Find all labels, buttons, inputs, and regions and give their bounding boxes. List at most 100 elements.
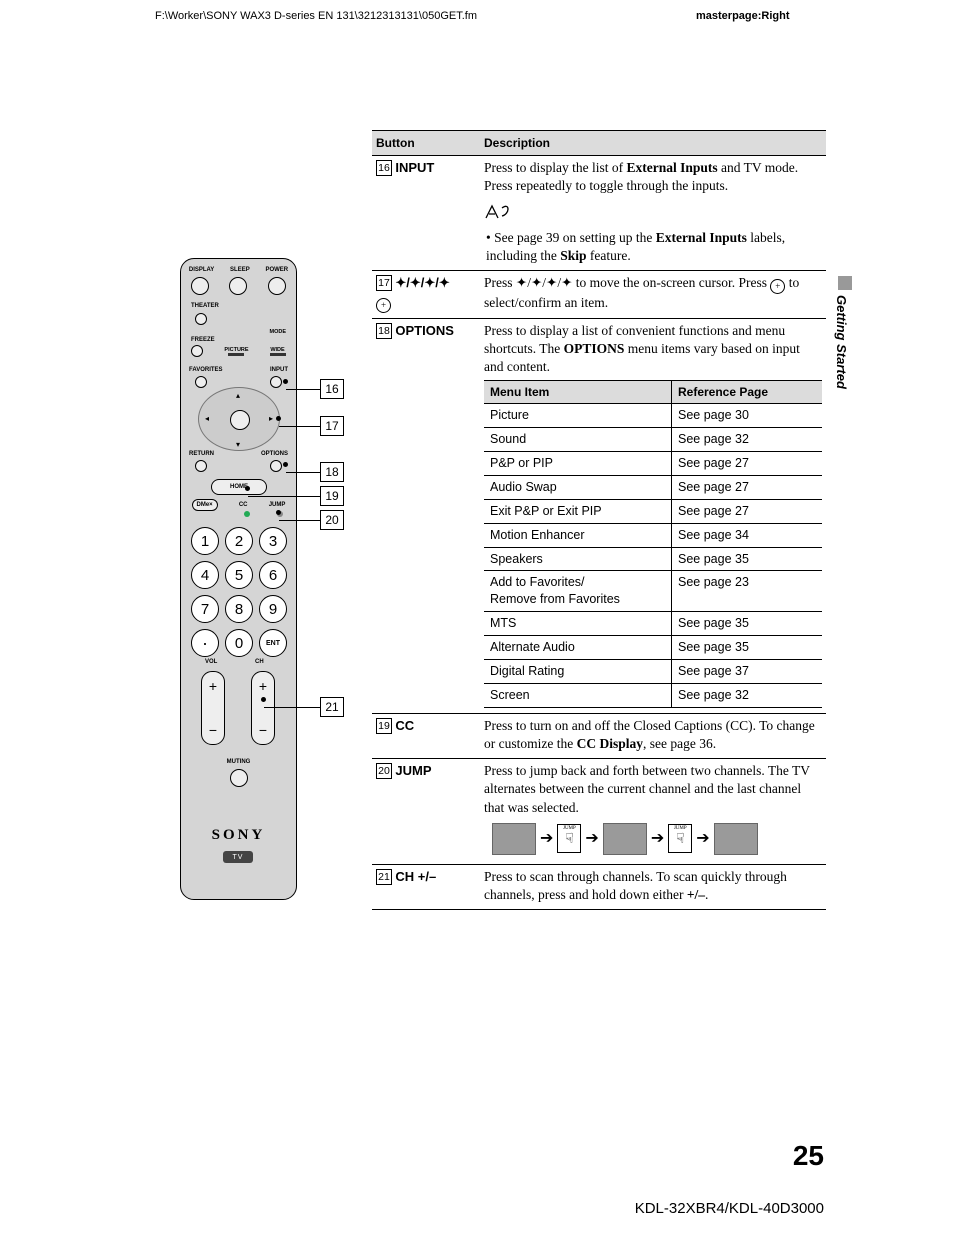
wide-button: [270, 353, 286, 356]
label-input: INPUT: [270, 367, 288, 373]
theater-button: [195, 313, 207, 325]
ref-19: 19: [376, 718, 392, 734]
r16-tip-b: External Inputs: [656, 230, 747, 245]
manual-page: F:\Worker\SONY WAX3 D-series EN 131\3212…: [0, 0, 954, 1235]
r19-text-c: , see page 36.: [643, 736, 716, 751]
arrow-icon: ➔: [696, 828, 709, 850]
menu-item-ref: See page 35: [671, 636, 822, 659]
jump-thumb-2: [603, 823, 647, 855]
label-mode: MODE: [270, 329, 287, 335]
arrow-icon: ➔: [585, 828, 598, 850]
subtable-row: Motion EnhancerSee page 34: [484, 524, 822, 548]
r20-text: Press to jump back and forth between two…: [484, 762, 822, 817]
options-subtable: Menu Item Reference Page Picture See page…: [484, 380, 822, 708]
btn-enter-icon: +: [376, 298, 391, 313]
brand-logo: SONY: [181, 827, 296, 844]
r19-text-b: CC Display: [577, 736, 643, 751]
btn-input: INPUT: [395, 160, 434, 175]
menu-item-ref: See page 27: [671, 452, 822, 475]
menu-item-name: Motion Enhancer: [484, 524, 671, 547]
subtable-row: P&P or PIPSee page 27: [484, 452, 822, 476]
col-reference: Reference Page: [671, 381, 822, 403]
arrow-icon: ➔: [540, 828, 553, 850]
label-cc: CC: [239, 502, 248, 508]
callout-20: 20: [279, 510, 344, 530]
label-theater: THEATER: [191, 303, 219, 309]
label-sleep: SLEEP: [230, 267, 250, 273]
page-number: 25: [793, 1140, 824, 1172]
section-tab: Getting Started: [834, 295, 849, 389]
r16-text-b: External Inputs: [627, 160, 718, 175]
callout-18: 18: [286, 462, 344, 482]
col-menu-item: Menu Item: [484, 381, 671, 403]
callout-17: 17: [279, 416, 344, 436]
menu-item-name: Audio Swap: [484, 476, 671, 499]
r21-text-b: +/–: [687, 887, 705, 902]
tab-marker: [838, 276, 852, 290]
subtable-header: Menu Item Reference Page: [484, 381, 822, 404]
r18-text-b: OPTIONS: [564, 341, 625, 356]
table-header: Button Description: [372, 130, 826, 156]
label-display: DISPLAY: [189, 267, 214, 273]
num-5: 5: [225, 561, 253, 589]
menu-item-ref: See page 34: [671, 524, 822, 547]
dpad-up-icon: ▴: [236, 391, 240, 400]
menu-item-ref: See page 32: [671, 684, 822, 707]
r16-tip-a: See page 39 on setting up the: [494, 230, 656, 245]
ref-21: 21: [376, 869, 392, 885]
tv-chip: TV: [223, 851, 253, 863]
jump-press-2: JUMP☟: [668, 824, 692, 853]
row-16: 16 INPUT Press to display the list of Ex…: [372, 156, 826, 271]
volume-rocker: +−: [201, 671, 225, 745]
r16-text-a: Press to display the list of: [484, 160, 627, 175]
row-21: 21 CH +/– Press to scan through channels…: [372, 865, 826, 910]
label-return: RETURN: [189, 451, 214, 457]
dpad-down-icon: ▾: [236, 440, 240, 449]
menu-item-name: Add to Favorites/ Remove from Favorites: [484, 571, 671, 611]
subtable-row: MTSSee page 35: [484, 612, 822, 636]
menu-item-name: P&P or PIP: [484, 452, 671, 475]
num-1: 1: [191, 527, 219, 555]
menu-item-ref: See page 23: [671, 571, 822, 611]
num-0: 0: [225, 629, 253, 657]
power-button: [268, 277, 286, 295]
r16-tip-e: feature.: [587, 248, 631, 263]
menu-item-name: Screen: [484, 684, 671, 707]
menu-item-ref: See page 37: [671, 660, 822, 683]
label-vol: VOL: [205, 659, 217, 665]
menu-item-name: Digital Rating: [484, 660, 671, 683]
picture-button: [228, 353, 244, 356]
enter-icon: +: [770, 279, 785, 294]
menu-item-name: Alternate Audio: [484, 636, 671, 659]
display-button: [191, 277, 209, 295]
row-19: 19 CC Press to turn on and off the Close…: [372, 714, 826, 759]
options-button: [270, 460, 282, 472]
row-20: 20 JUMP Press to jump back and forth bet…: [372, 759, 826, 865]
r16-tip-d: Skip: [560, 248, 586, 263]
remote-body: DISPLAY SLEEP POWER THEATER FREEZE MODE …: [180, 258, 297, 900]
label-freeze: FREEZE: [191, 337, 215, 343]
menu-item-name: Exit P&P or Exit PIP: [484, 500, 671, 523]
label-muting: MUTING: [181, 759, 296, 765]
note-icon: [484, 204, 822, 225]
menu-item-ref: See page 35: [671, 612, 822, 635]
input-button: [270, 376, 282, 388]
dpad-left-icon: ◂: [205, 414, 209, 423]
subtable-row: SpeakersSee page 35: [484, 548, 822, 572]
menu-item-name: Picture: [484, 404, 671, 427]
jump-thumb-1: [492, 823, 536, 855]
favorites-button: [195, 376, 207, 388]
sleep-button: [229, 277, 247, 295]
subtable-row: Add to Favorites/ Remove from FavoritesS…: [484, 571, 822, 612]
label-ch: CH: [255, 659, 264, 665]
label-favorites: FAVORITES: [189, 367, 223, 373]
subtable-row: ScreenSee page 32: [484, 684, 822, 708]
row-17: 17 ✦/✦/✦/✦ + Press ✦/✦/✦/✦ to move the o…: [372, 271, 826, 318]
menu-item-ref: See page 27: [671, 500, 822, 523]
label-options: OPTIONS: [261, 451, 288, 457]
col-description: Description: [480, 131, 826, 155]
btn-jump: JUMP: [395, 763, 431, 778]
ref-16: 16: [376, 160, 392, 176]
callout-16: 16: [286, 379, 344, 399]
col-button: Button: [372, 131, 480, 155]
